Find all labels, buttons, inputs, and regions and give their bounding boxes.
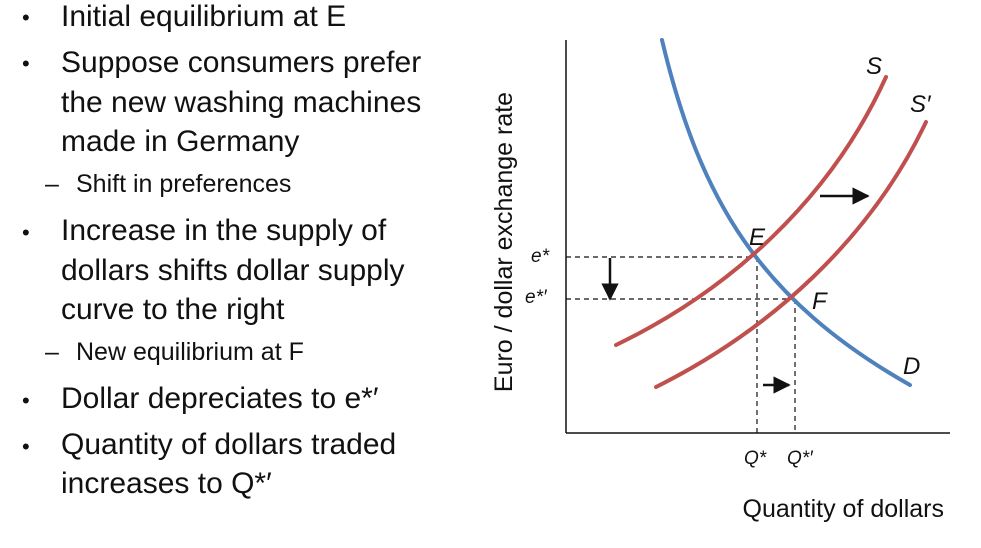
- sub-bullet-shift-preferences: Shift in preferences: [76, 170, 292, 198]
- sub-bullet-new-equilibrium: New equilibrium at F: [76, 338, 304, 366]
- bullet-supply-increase-line-3: curve to the right: [61, 293, 285, 326]
- point-f-label: F: [812, 288, 828, 315]
- bullet-supply-increase-line-2: dollars shifts dollar supply: [61, 254, 405, 287]
- bullet-supply-increase-line-1: Increase in the supply of: [61, 214, 387, 247]
- bullet-quantity-traded-line-1: Quantity of dollars traded: [61, 428, 397, 461]
- bullet-dot: •: [22, 434, 30, 459]
- x-tick-q-star-prime: Q*′: [787, 448, 814, 469]
- x-tick-q-star: Q*: [744, 448, 767, 469]
- bullet-dot: •: [22, 5, 30, 30]
- bullet-initial-equilibrium: Initial equilibrium at E: [61, 0, 347, 33]
- bullet-list: • Initial equilibrium at E • Suppose con…: [0, 0, 480, 548]
- bullet-dot: •: [22, 220, 30, 245]
- bullet-dollar-depreciates: Dollar depreciates to e*′: [61, 382, 379, 415]
- supply-curve-shifted: [654, 120, 928, 389]
- supply-label: S: [866, 53, 882, 80]
- bullet-consumers-prefer-line-2: the new washing machines: [61, 86, 422, 119]
- y-tick-e-star: e*: [531, 246, 550, 267]
- bullet-consumers-prefer-line-3: made in Germany: [61, 125, 300, 158]
- supply-curve: [614, 75, 888, 347]
- supply-shifted-label: S′: [910, 91, 932, 118]
- y-tick-e-star-prime: e*′: [525, 287, 548, 308]
- y-axis-title: Euro / dollar exchange rate: [490, 92, 518, 392]
- bullet-quantity-traded-line-2: increases to Q*′: [61, 467, 272, 500]
- demand-label: D: [903, 353, 920, 380]
- bullet-consumers-prefer-line-1: Suppose consumers prefer: [61, 46, 422, 79]
- bullet-dot: •: [22, 388, 30, 413]
- point-e-label: E: [749, 224, 766, 251]
- demand-curve: [660, 38, 912, 387]
- sub-bullet-dash: –: [45, 338, 59, 366]
- sub-bullet-dash: –: [45, 170, 59, 198]
- bullet-dot: •: [22, 51, 30, 76]
- x-axis-title: Quantity of dollars: [743, 495, 945, 523]
